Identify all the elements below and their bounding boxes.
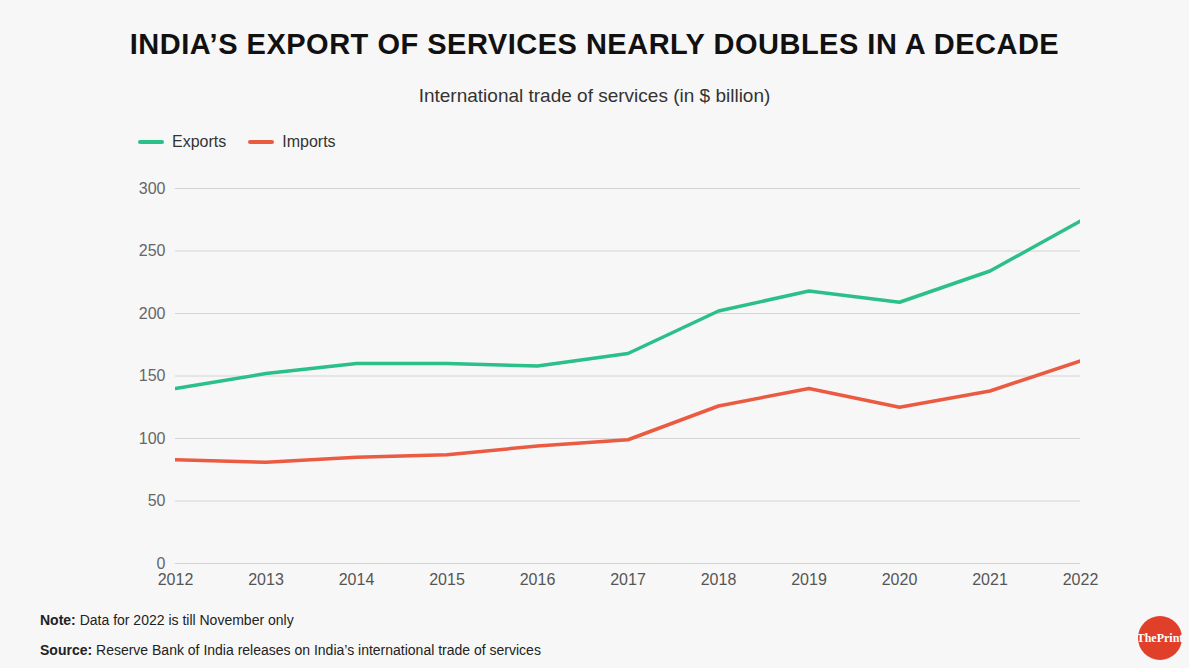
svg-text:2012: 2012 — [158, 571, 194, 588]
html-text:Exports: Exports — [172, 133, 227, 150]
svg-text:200: 200 — [139, 305, 166, 322]
html-text:Note: Data for 2022 is till No: Note: Data for 2022 is till November onl… — [40, 612, 294, 628]
svg-text:2014: 2014 — [339, 571, 375, 588]
svg-text:300: 300 — [139, 180, 166, 197]
html-text:ThePrint: ThePrint — [1136, 631, 1184, 645]
svg-text:150: 150 — [139, 367, 166, 384]
svg-text:2020: 2020 — [882, 571, 918, 588]
svg-text:0: 0 — [157, 555, 166, 572]
svg-text:2019: 2019 — [791, 571, 827, 588]
svg-text:2015: 2015 — [429, 571, 465, 588]
svg-text:2022: 2022 — [1063, 571, 1099, 588]
html-text:International trade of service: International trade of services (in $ bi… — [418, 85, 771, 106]
html-text:Source: Reserve Bank of India: Source: Reserve Bank of India releases o… — [40, 642, 541, 658]
html-text:Imports: Imports — [282, 133, 336, 150]
svg-text:2021: 2021 — [972, 571, 1008, 588]
svg-text:50: 50 — [148, 492, 166, 509]
svg-text:2017: 2017 — [610, 571, 646, 588]
svg-text:2016: 2016 — [520, 571, 556, 588]
svg-text:2013: 2013 — [248, 571, 284, 588]
svg-text:250: 250 — [139, 242, 166, 259]
svg-text:100: 100 — [139, 430, 166, 447]
svg-text:2018: 2018 — [701, 571, 737, 588]
html-text:INDIA’S EXPORT OF SERVICES NEA: INDIA’S EXPORT OF SERVICES NEARLY DOUBLE… — [129, 28, 1060, 60]
